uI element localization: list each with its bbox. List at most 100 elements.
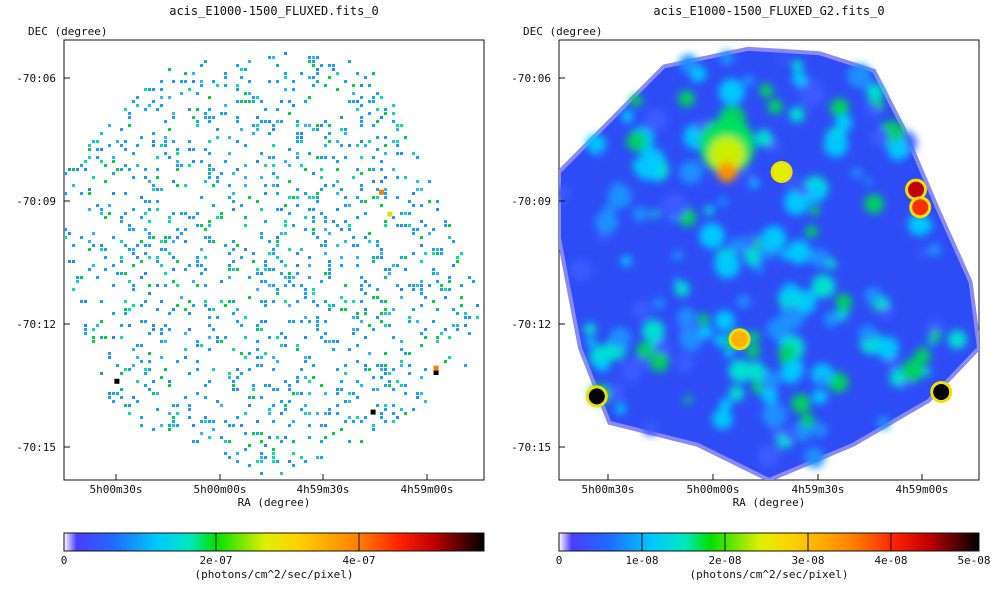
event-pixel xyxy=(372,196,375,199)
event-pixel xyxy=(256,200,259,203)
event-pixel xyxy=(316,124,319,127)
smoothed-blob xyxy=(649,353,669,372)
event-pixel xyxy=(216,136,219,139)
event-pixel xyxy=(424,400,427,403)
event-pixel xyxy=(128,368,131,371)
event-pixel xyxy=(380,116,383,119)
event-pixel xyxy=(128,224,131,227)
event-pixel xyxy=(312,300,315,303)
event-pixel xyxy=(276,176,279,179)
event-pixel xyxy=(264,304,267,307)
event-pixel xyxy=(396,140,399,143)
event-pixel xyxy=(376,196,379,199)
event-pixel xyxy=(432,252,435,255)
event-pixel xyxy=(324,144,327,147)
event-pixel xyxy=(148,180,151,183)
event-pixel xyxy=(380,256,383,259)
event-pixel xyxy=(384,112,387,115)
panel-right-ra-ticks: 5h00m30s 5h00m00s 4h59m30s 4h59m00s xyxy=(582,474,948,496)
smoothed-blob xyxy=(835,293,853,311)
event-pixel xyxy=(316,80,319,83)
event-pixel xyxy=(324,436,327,439)
event-pixel xyxy=(168,236,171,239)
event-pixel xyxy=(476,316,479,319)
event-pixel xyxy=(328,76,331,79)
event-pixel xyxy=(252,260,255,263)
event-pixel xyxy=(336,160,339,163)
event-pixel xyxy=(284,404,287,407)
event-pixel xyxy=(364,368,367,371)
event-pixel xyxy=(116,364,119,367)
event-pixel xyxy=(188,108,191,111)
event-pixel xyxy=(292,196,295,199)
event-pixel xyxy=(204,268,207,271)
event-pixel xyxy=(288,388,291,391)
event-pixel xyxy=(384,308,387,311)
event-pixel xyxy=(244,100,247,103)
event-pixel xyxy=(220,300,223,303)
event-pixel xyxy=(376,296,379,299)
event-pixel xyxy=(156,208,159,211)
event-pixel xyxy=(140,416,143,419)
smoothed-blob xyxy=(789,106,805,123)
event-pixel xyxy=(252,388,255,391)
event-pixel xyxy=(268,384,271,387)
smoothed-blob xyxy=(753,239,763,249)
event-pixel xyxy=(232,348,235,351)
panel-right: acis_E1000-1500_FLUXED_G2.fits_0 DEC (de… xyxy=(511,4,990,581)
event-pixel xyxy=(220,216,223,219)
event-pixel xyxy=(312,232,315,235)
event-pixel xyxy=(440,252,443,255)
event-pixel xyxy=(312,228,315,231)
colorbar-label: (photons/cm^2/sec/pixel) xyxy=(195,568,354,581)
smoothed-blob xyxy=(737,294,751,309)
event-pixel xyxy=(336,392,339,395)
event-pixel xyxy=(128,280,131,283)
panel-left-colorbar: 0 2e-07 4e-07 (photons/cm^2/sec/pixel) xyxy=(61,532,485,581)
event-pixel xyxy=(260,356,263,359)
event-pixel xyxy=(348,60,351,63)
panel-right-colorbar: 0 1e-08 2e-08 3e-08 4e-08 5e-08 (photons… xyxy=(556,532,991,581)
event-pixel xyxy=(388,324,391,327)
event-pixel xyxy=(204,304,207,307)
event-pixel xyxy=(324,220,327,223)
event-pixel xyxy=(72,260,75,263)
event-pixel xyxy=(368,284,371,287)
event-pixel xyxy=(220,436,223,439)
smoothed-blob xyxy=(768,140,781,153)
event-pixel xyxy=(236,368,239,371)
event-pixel xyxy=(196,392,199,395)
event-pixel xyxy=(400,124,403,127)
smoothed-blob xyxy=(674,281,690,297)
event-pixel xyxy=(188,264,191,267)
event-pixel xyxy=(236,308,239,311)
smoothed-blob xyxy=(607,184,632,209)
event-pixel xyxy=(432,320,435,323)
event-pixel xyxy=(324,332,327,335)
event-pixel xyxy=(168,428,171,431)
event-pixel xyxy=(396,380,399,383)
event-pixel xyxy=(140,196,143,199)
event-pixel xyxy=(432,300,435,303)
event-pixel xyxy=(104,180,107,183)
panel-right-title: acis_E1000-1500_FLUXED_G2.fits_0 xyxy=(653,4,884,18)
event-pixel xyxy=(176,148,179,151)
event-pixel xyxy=(196,340,199,343)
event-pixel xyxy=(316,236,319,239)
event-pixel xyxy=(352,100,355,103)
event-pixel xyxy=(352,84,355,87)
event-pixel xyxy=(140,424,143,427)
event-pixel xyxy=(316,196,319,199)
event-pixel xyxy=(244,448,247,451)
event-pixel xyxy=(356,100,359,103)
event-pixel xyxy=(444,220,447,223)
event-pixel xyxy=(352,328,355,331)
event-pixel xyxy=(272,172,275,175)
event-pixel xyxy=(92,264,95,267)
event-pixel xyxy=(316,192,319,195)
event-pixel xyxy=(160,144,163,147)
event-pixel xyxy=(284,52,287,55)
event-pixel xyxy=(320,440,323,443)
event-pixel xyxy=(332,340,335,343)
event-pixel xyxy=(168,96,171,99)
